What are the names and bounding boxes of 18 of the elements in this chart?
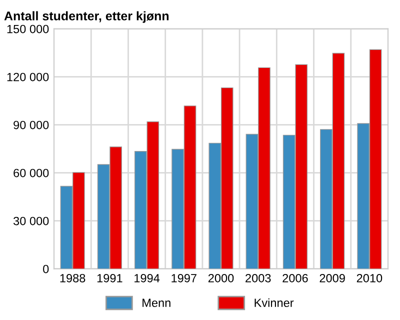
y-tick-label: 90 000 — [14, 120, 49, 130]
y-tick-label: 30 000 — [13, 216, 49, 226]
y-tick-label: 150 000 — [7, 24, 49, 34]
x-tick-label: 2003 — [246, 274, 271, 282]
y-tick-label: 0 — [43, 264, 49, 274]
x-tick-label: 2010 — [356, 274, 382, 282]
legend-label: Kvinner — [254, 298, 294, 308]
x-tick-label: 2009 — [320, 274, 345, 282]
x-tick-label: 2006 — [282, 274, 308, 282]
y-tick-label: 120 000 — [7, 72, 49, 82]
x-tick-label: 1997 — [172, 274, 196, 282]
y-tick-label: 60 000 — [14, 168, 49, 178]
x-tick-label: 1994 — [134, 274, 160, 282]
chart-title: Antall studenter, etter kjønn — [4, 11, 169, 23]
x-tick-label: 1991 — [97, 274, 122, 282]
x-tick-label: 2000 — [208, 274, 234, 282]
legend-label: Menn — [142, 298, 170, 308]
x-tick-label: 1988 — [60, 274, 86, 282]
